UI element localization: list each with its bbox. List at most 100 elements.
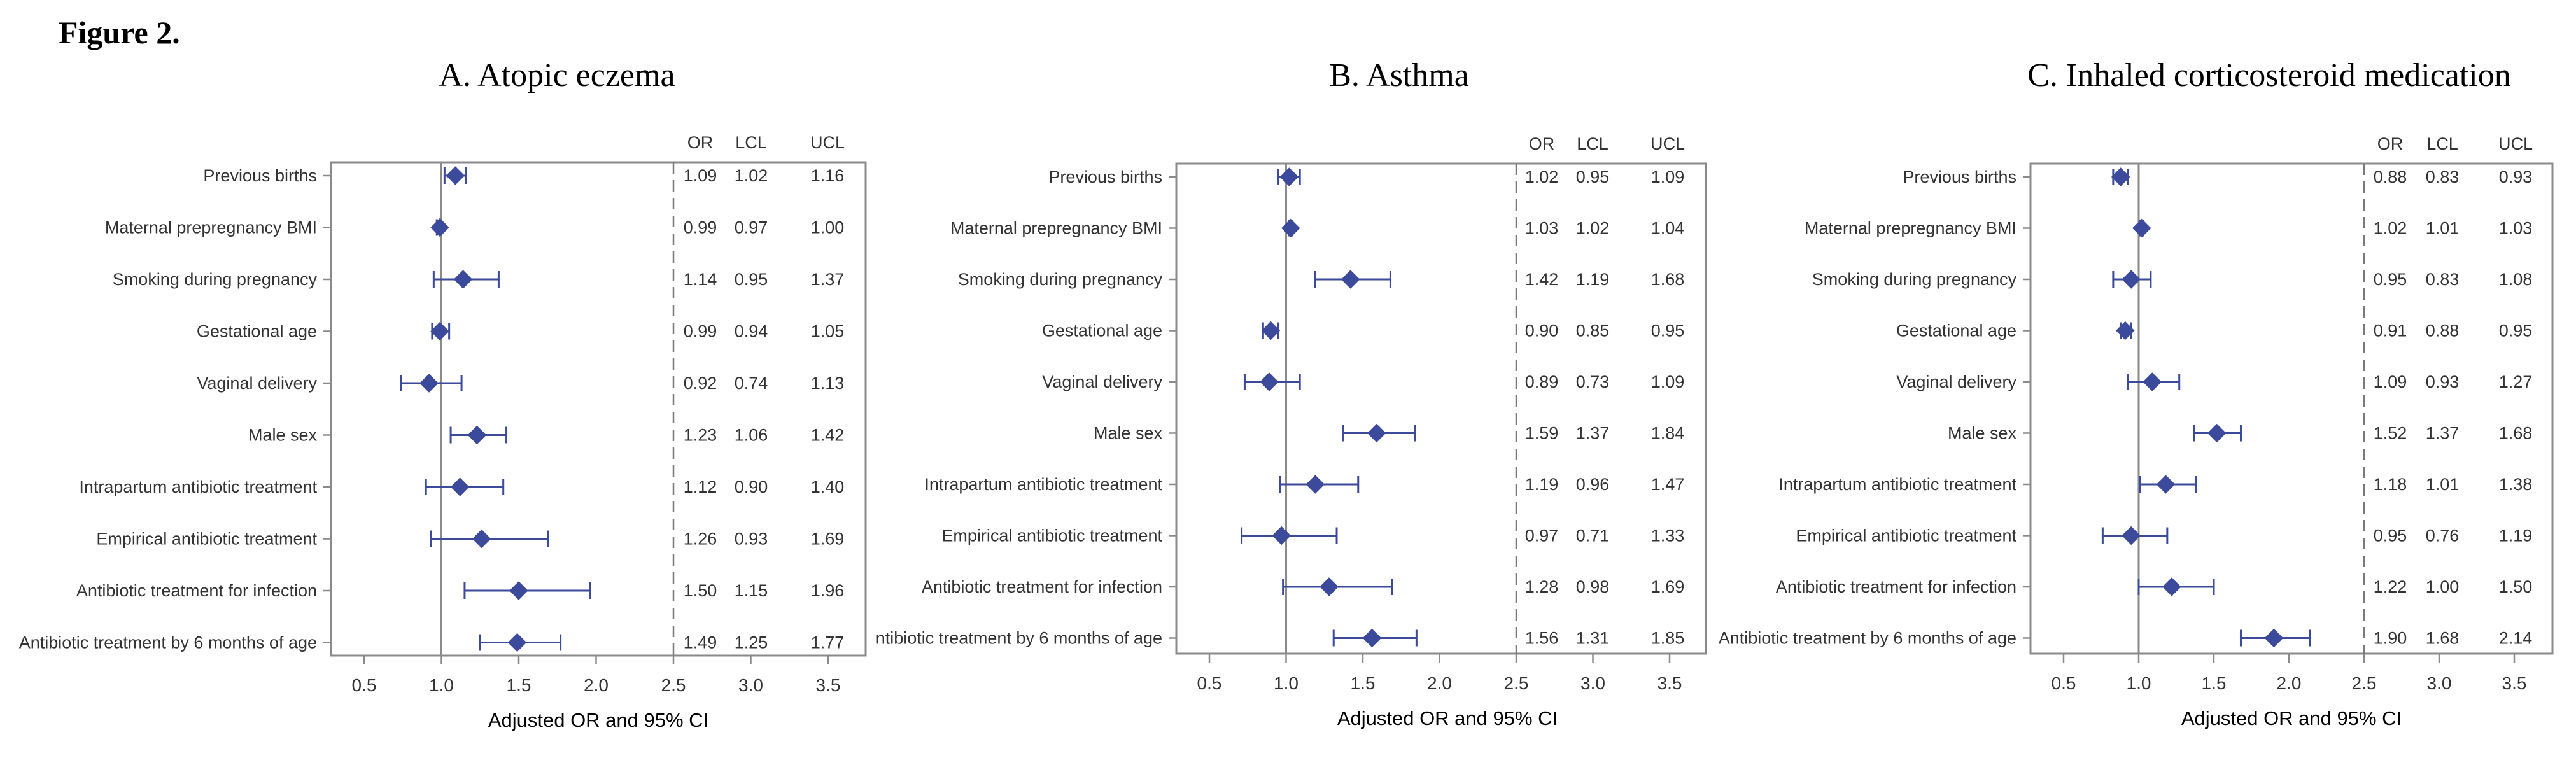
forest-row: Empirical antibiotic treatment 0.97 0.71 1.… <box>941 526 1684 545</box>
forest-row: Gestational age 0.90 0.85 0.95 <box>1042 321 1684 340</box>
column-header: LCL <box>735 133 767 152</box>
table-cell-lcl: 0.71 <box>1576 526 1610 545</box>
table-cell-or: 0.89 <box>1525 372 1559 391</box>
forest-row: Smoking during pregnancy 1.14 0.95 1.37 <box>113 270 844 289</box>
or-point <box>446 166 465 185</box>
panel-title: A. Atopic eczema <box>439 57 675 94</box>
forest-panel-2: B. Asthma OR LCL UCL Previous births 1.02 0.95… <box>876 57 1707 729</box>
x-tick-label: 3.0 <box>2427 673 2452 693</box>
or-point <box>1341 270 1360 289</box>
or-point <box>1320 577 1339 596</box>
table-cell-ucl: 1.16 <box>811 166 845 185</box>
x-tick-label: 0.5 <box>352 675 377 695</box>
table-cell-or: 1.09 <box>684 166 717 185</box>
or-point <box>509 581 528 600</box>
table-cell-ucl: 1.33 <box>1651 526 1685 545</box>
table-cell-ucl: 1.84 <box>1651 424 1685 443</box>
table-cell-lcl: 0.74 <box>735 374 768 393</box>
forest-row: Male sex 1.23 1.06 1.42 <box>248 426 844 445</box>
category-label: Previous births <box>203 166 317 185</box>
table-cell-or: 1.14 <box>684 270 717 289</box>
or-point <box>2207 423 2227 443</box>
or-point <box>450 477 470 496</box>
plot-frame <box>330 161 867 657</box>
or-point <box>507 633 527 652</box>
table-cell-lcl: 0.97 <box>735 218 768 237</box>
column-header: OR <box>1529 134 1555 153</box>
table-cell-ucl: 1.69 <box>1651 577 1685 596</box>
forest-panel-1: A. Atopic eczema OR LCL UCL Previous births 1… <box>19 57 867 731</box>
table-cell-or: 0.95 <box>2374 270 2407 289</box>
table-cell-ucl: 1.08 <box>2499 270 2533 289</box>
x-tick-label: 2.5 <box>661 675 686 695</box>
x-tick-label: 1.0 <box>429 675 454 695</box>
or-point <box>2264 628 2284 648</box>
table-cell-lcl: 1.06 <box>735 426 768 445</box>
table-cell-lcl: 0.93 <box>735 530 768 549</box>
forest-row: Male sex 1.59 1.37 1.84 <box>1094 424 1684 443</box>
x-tick-label: 1.5 <box>2202 673 2227 693</box>
forest-panel-3: C. Inhaled corticosteroid medication OR LC… <box>1719 57 2554 729</box>
table-cell-or: 1.90 <box>2374 629 2407 648</box>
or-point <box>2116 321 2135 340</box>
table-cell-lcl: 0.83 <box>2426 167 2460 186</box>
or-point <box>1272 526 1291 545</box>
x-tick-label: 0.5 <box>1197 673 1222 693</box>
category-label: Gestational age <box>197 322 317 341</box>
column-header: LCL <box>2426 134 2458 153</box>
or-point <box>1362 628 1382 648</box>
table-cell-lcl: 1.02 <box>1576 219 1610 238</box>
x-tick-label: 3.0 <box>738 675 763 695</box>
category-label: Previous births <box>1903 167 2016 186</box>
forest-row: Smoking during pregnancy 1.42 1.19 1.68 <box>958 270 1684 289</box>
forest-row: Previous births 1.02 0.95 1.09 <box>1048 167 1684 186</box>
column-header: UCL <box>1650 134 1685 153</box>
table-cell-or: 1.26 <box>684 530 717 549</box>
x-tick-label: 1.5 <box>507 675 531 695</box>
category-label: Vaginal delivery <box>1042 372 1162 391</box>
table-cell-lcl: 1.15 <box>735 581 768 600</box>
category-label: Maternal prepregnancy BMI <box>105 218 317 237</box>
forest-row: Maternal prepregnancy BMI 1.03 1.02 1.04 <box>950 219 1684 238</box>
forest-row: Vaginal delivery 0.92 0.74 1.13 <box>197 374 844 393</box>
or-point <box>1281 218 1300 238</box>
or-point <box>1260 372 1279 391</box>
forest-row: Intrapartum antibiotic treatment 1.12 0.90… <box>79 477 844 496</box>
plot-frame <box>2029 162 2554 655</box>
x-tick-label: 0.5 <box>2052 673 2076 693</box>
table-cell-ucl: 2.14 <box>2499 629 2533 648</box>
table-cell-ucl: 1.13 <box>811 374 845 393</box>
x-tick-label: 1.0 <box>2127 673 2151 693</box>
forest-row: Empirical antibiotic treatment 1.26 0.93 1.… <box>96 530 844 549</box>
or-point <box>1367 423 1386 443</box>
or-point <box>430 218 449 237</box>
table-cell-lcl: 0.95 <box>735 270 768 289</box>
category-label: Antibiotic treatment by 6 months of age <box>19 633 317 652</box>
forest-row: Maternal prepregnancy BMI 0.99 0.97 1.00 <box>105 218 844 237</box>
panel-title: B. Asthma <box>1329 57 1469 94</box>
forest-row: Vaginal delivery 0.89 0.73 1.09 <box>1042 372 1684 391</box>
table-cell-ucl: 0.95 <box>1651 321 1685 340</box>
table-cell-lcl: 0.90 <box>735 477 768 496</box>
category-label: Intrapartum antibiotic treatment <box>79 477 317 496</box>
or-point <box>2162 577 2181 596</box>
x-axis-title: Adjusted OR and 95% CI <box>1337 707 1558 729</box>
table-cell-or: 1.59 <box>1525 424 1559 443</box>
forest-row: Intrapartum antibiotic treatment 1.19 0.96… <box>924 475 1684 494</box>
column-header: OR <box>687 133 714 152</box>
table-cell-lcl: 1.01 <box>2426 475 2460 494</box>
or-point <box>419 374 439 393</box>
category-label: Antibiotic treatment for infection <box>922 577 1162 596</box>
forest-row: Previous births 0.88 0.83 0.93 <box>1903 167 2532 186</box>
or-point <box>472 529 491 549</box>
category-label: Maternal prepregnancy BMI <box>1805 219 2016 238</box>
table-cell-lcl: 1.37 <box>2426 424 2460 443</box>
table-cell-ucl: 1.69 <box>811 530 845 549</box>
or-point <box>2122 526 2141 545</box>
or-point <box>467 425 487 445</box>
table-cell-or: 1.09 <box>2374 372 2407 391</box>
table-cell-or: 1.52 <box>2374 424 2407 443</box>
x-tick-label: 1.5 <box>1351 673 1376 693</box>
table-cell-ucl: 1.85 <box>1651 629 1685 648</box>
